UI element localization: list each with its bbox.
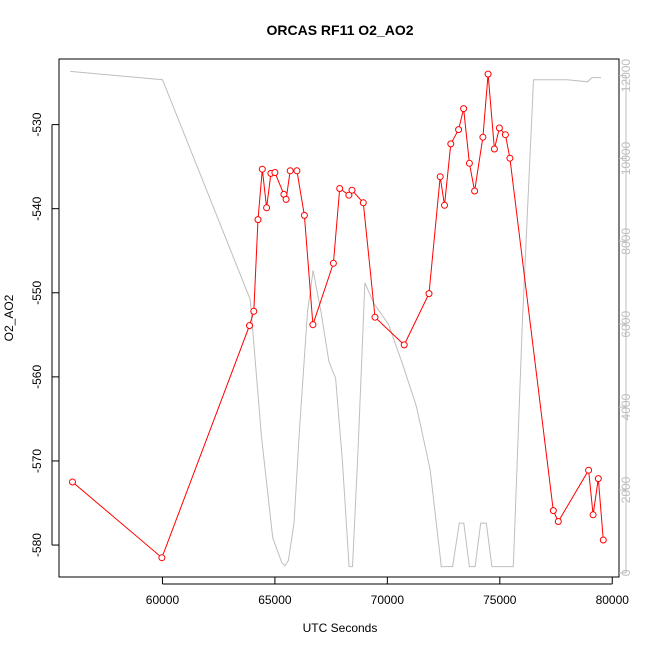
x-tick-label: 60000 [146,593,180,607]
data-point [425,290,433,298]
chart-title: ORCAS RF11 O2_AO2 [266,22,413,38]
y-tick-label: -540 [30,196,44,220]
data-point [258,165,266,173]
series-line-right [70,70,601,568]
data-point [348,186,356,194]
data-point [436,173,444,181]
data-point [465,159,473,167]
y2-tick-label: 10000 [619,141,633,175]
data-point [329,259,337,267]
data-point [599,536,607,544]
data-point [506,154,514,162]
data-point [336,185,344,192]
data-point [309,321,317,329]
y2-tick-label: 6000 [619,311,633,338]
data-point [495,124,503,132]
data-point [371,313,379,321]
data-point [484,70,492,78]
y2-tick-label: 2000 [619,476,633,503]
y2-tick-label: 4000 [619,393,633,420]
y-tick-label: -580 [30,533,44,557]
y-tick-label: -570 [30,449,44,473]
x-tick-label: 70000 [371,593,405,607]
x-tick-label: 65000 [258,593,292,607]
data-point [471,187,479,195]
data-point [460,105,468,113]
data-point [441,201,448,209]
series-gray-layer [70,70,601,568]
y-tick-label: -530 [30,112,44,136]
data-point [447,140,455,148]
x-tick-label: 75000 [483,593,517,607]
data-point [585,466,593,474]
y2-tick-label: 0 [619,569,633,576]
data-point [589,511,597,519]
series-red-layer [69,70,607,562]
data-point [594,475,602,483]
y2-tick-label: 12000 [619,59,633,93]
data-point [554,518,562,525]
y-tick-label: -550 [30,280,44,304]
data-point [246,322,253,330]
data-point [490,145,498,153]
series-line-left [72,74,604,559]
data-point [282,195,290,203]
data-point [271,169,279,176]
axes-layer: 60000 65000 70000 75000 80000-580-570-560-55… [30,59,633,607]
y-axis-label: O2_AO2 [2,294,16,341]
data-point [479,133,487,141]
plot-frame [58,58,620,578]
data-point [455,126,463,134]
data-point [69,478,76,486]
data-point [300,211,308,219]
data-point [549,507,557,515]
x-axis-label: UTC Seconds [303,621,378,635]
data-point [263,204,271,212]
data-point [359,199,367,207]
data-point [501,131,509,139]
y2-tick-label: 8000 [619,228,633,255]
y-tick-label: -560 [30,365,44,389]
data-point [286,167,294,175]
data-point [345,191,353,199]
data-point [293,167,301,175]
x-tick-label: 80000 [596,593,630,607]
data-point [158,554,166,562]
data-point [250,307,258,315]
data-point [254,216,262,224]
data-point [400,341,408,349]
